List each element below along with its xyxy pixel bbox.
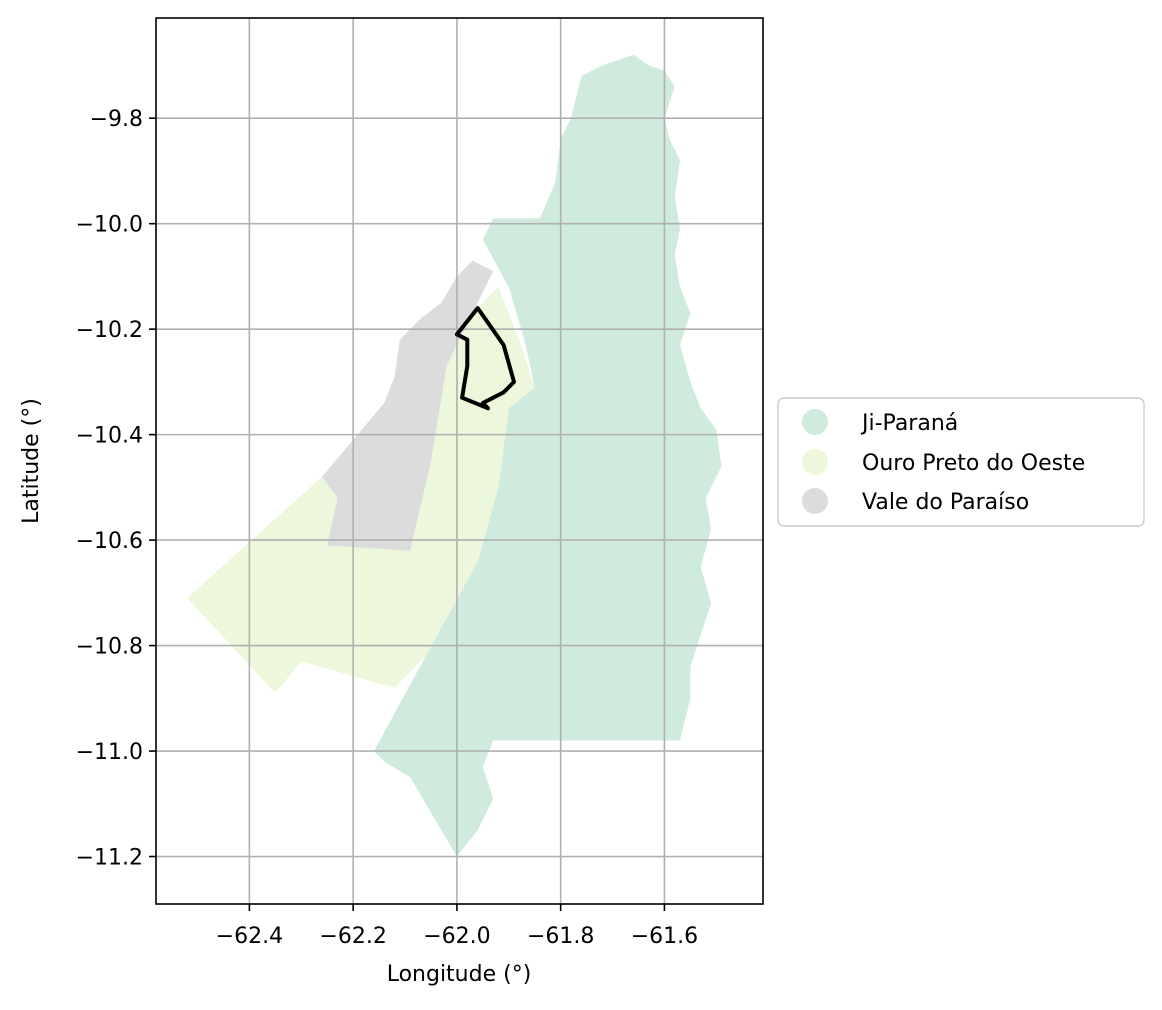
plot-frame: [155, 17, 764, 905]
outline-layer: [454, 306, 516, 411]
x-tick-label: −62.4: [216, 924, 283, 949]
y-axis-ticks: −9.8 −10.0 −10.2 −10.4 −10.6 −10.8 −11.0 −11.2: [76, 107, 156, 871]
legend-label-vale-do-paraiso: Vale do Paraíso: [862, 490, 1029, 515]
y-tick-label: −10.8: [76, 635, 143, 660]
legend-marker-ji-parana: [802, 409, 828, 435]
legend-label-ji-parana: Ji-Paraná: [860, 411, 958, 436]
legend-box: [777, 397, 1145, 527]
y-axis-label: Latitude (°): [19, 398, 44, 524]
x-axis-label: Longitude (°): [387, 962, 532, 987]
y-tick-label: −10.0: [76, 213, 143, 238]
regions-layer: [187, 54, 722, 857]
legend-label-ouro-preto: Ouro Preto do Oeste: [862, 451, 1085, 476]
legend-marker-vale-do-paraiso: [802, 488, 828, 514]
y-tick-label: −11.2: [76, 846, 143, 871]
x-tick-label: −61.6: [631, 924, 698, 949]
y-tick-label: −11.0: [76, 740, 143, 765]
region-vale-do-paraiso: [322, 260, 494, 551]
y-tick-label: −10.2: [76, 318, 143, 343]
region-ji-parana: [373, 54, 722, 857]
y-tick-label: −10.6: [76, 529, 143, 554]
legend: Ji-Paraná Ouro Preto do Oeste Vale do Pa…: [777, 397, 1145, 527]
x-tick-label: −62.0: [423, 924, 490, 949]
outline-boundary: [454, 306, 516, 411]
x-tick-label: −62.2: [319, 924, 386, 949]
legend-marker-ouro-preto: [802, 449, 828, 475]
y-tick-label: −9.8: [90, 107, 143, 132]
y-tick-label: −10.4: [76, 424, 143, 449]
x-tick-label: −61.8: [527, 924, 594, 949]
x-axis-ticks: −62.4 −62.2 −62.0 −61.8 −61.6: [216, 904, 698, 949]
